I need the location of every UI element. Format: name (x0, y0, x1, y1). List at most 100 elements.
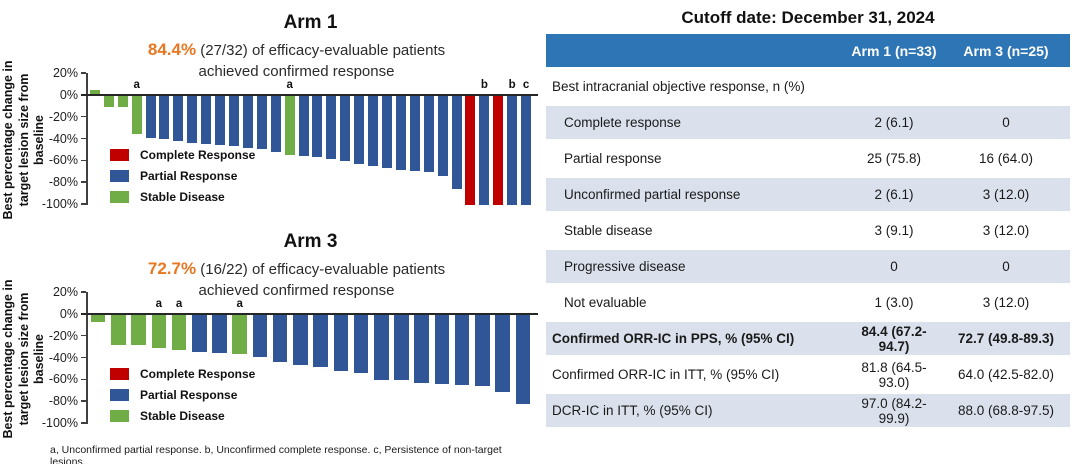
value-arm1: 2 (6.1) (846, 178, 942, 211)
table-row: Partial response 25 (75.8) 16 (64.0) (546, 142, 1070, 175)
legend-item: Complete Response (110, 148, 255, 162)
legend-swatch-cr (110, 368, 129, 380)
chart-legend: Complete Response Partial Response Stable … (110, 148, 255, 212)
waterfall-bar (201, 95, 212, 144)
value-arm3: 72.7 (49.8-89.3) (942, 322, 1070, 355)
value-arm3: 64.0 (42.5-82.0) (957, 367, 1055, 382)
waterfall-bar (333, 314, 349, 371)
waterfall-bar (298, 95, 309, 156)
waterfall-bar (284, 95, 295, 155)
legend-label: Partial Response (140, 169, 238, 183)
legend-label: Stable Disease (140, 190, 225, 204)
row-label: Confirmed ORR-IC in PPS, % (95% CI) (546, 322, 846, 355)
waterfall-bar (171, 314, 187, 350)
waterfall-bar (232, 314, 247, 355)
waterfall-bar (272, 314, 288, 362)
y-axis-tick (81, 291, 86, 293)
row-label: Progressive disease (546, 250, 846, 283)
table-row: Confirmed ORR-IC in PPS, % (95% CI) 84.4 … (546, 322, 1070, 355)
waterfall-bar (434, 314, 450, 384)
legend-swatch-pr (110, 170, 129, 182)
legend-item: Complete Response (110, 367, 255, 381)
y-axis-tick-label: 0% (59, 306, 78, 321)
chart-subtitle-arm-3: 72.7% (16/22) of efficacy-evaluable pati… (60, 258, 533, 301)
waterfall-bar (117, 95, 128, 107)
waterfall-bar (252, 314, 268, 358)
waterfall-bar (340, 95, 351, 162)
waterfall-bar (191, 314, 207, 352)
waterfall-bar (381, 95, 392, 168)
y-axis-tick (81, 356, 86, 359)
summary-table: Arm 1 (n=33) Arm 3 (n=25) Best intracrani… (546, 31, 1070, 430)
row-label: Best intracranial objective response, n … (552, 79, 805, 94)
legend-label: Stable Disease (140, 409, 225, 423)
table-row: Stable disease 3 (9.1) 3 (12.0) (546, 214, 1070, 247)
y-axis-tick-label: -40% (48, 131, 78, 146)
waterfall-bar (313, 314, 328, 368)
table-row: Confirmed ORR-IC in ITT, % (95% CI) 81.8 … (546, 358, 1070, 391)
waterfall-bar (368, 95, 379, 166)
table-header-row: Arm 1 (n=33) Arm 3 (n=25) (546, 34, 1070, 67)
waterfall-bar (423, 95, 434, 173)
legend-item: Partial Response (110, 169, 255, 183)
waterfall-bar (354, 95, 365, 164)
waterfall-bar (353, 314, 369, 373)
table-row: Unconfirmed partial response 2 (6.1) 3 (12… (546, 178, 1070, 211)
chart-subtitle-line1-text: (27/32) of efficacy-evaluable patients (200, 42, 446, 59)
y-axis-tick (81, 181, 86, 183)
table-row: DCR-IC in ITT, % (95% CI) 97.0 (84.2-99.9… (546, 394, 1070, 427)
legend-item: Stable Disease (110, 190, 255, 204)
waterfall-bar (515, 314, 531, 405)
table-title: Cutoff date: December 31, 2024 (681, 8, 935, 27)
y-axis-tick (81, 378, 86, 381)
bar-annotation-a: a (133, 78, 140, 91)
waterfall-bar (475, 314, 490, 386)
legend-label: Partial Response (140, 388, 238, 402)
waterfall-bar (151, 314, 167, 348)
response-rate-highlight: 72.7% (147, 259, 197, 278)
chart-subtitle-line1: 72.7% (16/22) of efficacy-evaluable pati… (60, 258, 533, 280)
table-body: Best intracranial objective response, n … (546, 70, 1070, 427)
waterfall-bar (414, 314, 430, 383)
value-arm1: 3 (9.1) (874, 223, 914, 238)
y-axis-tick (81, 422, 86, 424)
waterfall-bar (111, 314, 126, 346)
legend-swatch-cr (110, 149, 129, 161)
bar-annotation-a: a (286, 78, 293, 91)
y-axis-line (86, 292, 88, 424)
waterfall-bar (374, 314, 389, 381)
waterfall-bar (173, 95, 184, 141)
y-axis-tick-label: 20% (52, 285, 78, 299)
table-row: Best intracranial objective response, n … (546, 70, 1070, 103)
legend-swatch-sd (110, 410, 129, 422)
waterfall-bar (131, 95, 142, 135)
waterfall-bar (495, 314, 510, 393)
value-arm3: 88.0 (68.8-97.5) (942, 394, 1070, 427)
value-arm1: 97.0 (84.2-99.9) (846, 394, 942, 427)
y-axis-line (86, 73, 88, 205)
chart-subtitle-line1: 84.4% (27/32) of efficacy-evaluable pati… (60, 39, 533, 61)
legend-item: Stable Disease (110, 409, 255, 423)
waterfall-bar (409, 95, 420, 172)
table-row: Progressive disease 0 0 (546, 250, 1070, 283)
bar-annotation-c: c (522, 78, 530, 91)
plot-area-arm-3: 20% 0% -20% -40% -60% -80% -100% a a a Complete Re… (42, 285, 538, 430)
waterfall-bar (270, 95, 281, 152)
value-arm1: 2 (6.1) (846, 106, 942, 139)
value-arm3: 3 (12.0) (942, 178, 1070, 211)
waterfall-bar (451, 95, 462, 189)
waterfall-bar (90, 314, 106, 323)
waterfall-bar (293, 314, 308, 366)
response-rate-highlight: 84.4% (147, 40, 197, 59)
value-arm1: 84.4 (67.2-94.7) (846, 322, 942, 355)
waterfall-bar (465, 95, 476, 205)
table-row: Not evaluable 1 (3.0) 3 (12.0) (546, 286, 1070, 319)
waterfall-bar (212, 314, 227, 354)
header-cell-arm-1-n-33-: Arm 1 (n=33) (846, 34, 942, 67)
chart-legend: Complete Response Partial Response Stable … (110, 367, 255, 431)
value-arm3: 3 (12.0) (982, 295, 1030, 310)
bar-annotation-b: b (508, 78, 516, 91)
value-arm1: 1 (3.0) (874, 295, 914, 310)
y-axis-tick-label: -60% (48, 372, 78, 387)
legend-swatch-pr (110, 389, 129, 401)
